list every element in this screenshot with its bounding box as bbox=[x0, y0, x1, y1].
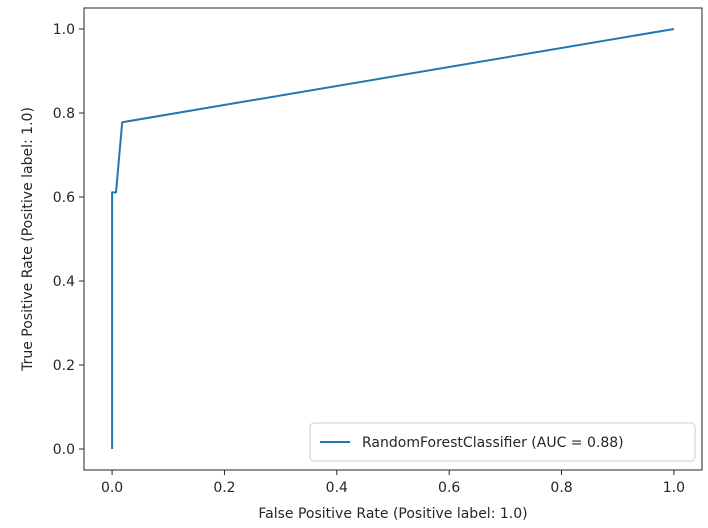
legend-label: RandomForestClassifier (AUC = 0.88) bbox=[362, 435, 624, 451]
y-axis-ticks: 0.0 0.2 0.4 0.6 0.8 1.0 bbox=[53, 22, 84, 458]
plot-background bbox=[84, 8, 702, 470]
x-axis-title: False Positive Rate (Positive label: 1.0… bbox=[258, 506, 527, 522]
y-axis-title: True Positive Rate (Positive label: 1.0) bbox=[20, 107, 36, 372]
x-tick-label: 0.2 bbox=[213, 480, 235, 496]
y-tick-label: 0.4 bbox=[53, 274, 75, 290]
y-tick-label: 0.2 bbox=[53, 358, 75, 374]
legend-box bbox=[309, 422, 696, 462]
y-tick-label: 1.0 bbox=[53, 22, 75, 38]
plot-frame bbox=[83, 7, 703, 471]
y-tick-label: 0.6 bbox=[53, 190, 75, 206]
roc-curve-line bbox=[111, 28, 675, 449]
x-tick-label: 1.0 bbox=[663, 480, 685, 496]
legend: RandomForestClassifier (AUC = 0.88) bbox=[309, 422, 696, 462]
x-tick-label: 0.6 bbox=[438, 480, 460, 496]
y-tick-label: 0.8 bbox=[53, 106, 75, 122]
y-tick-label: 0.0 bbox=[53, 442, 75, 458]
x-tick-label: 0.0 bbox=[101, 480, 123, 496]
series-layer bbox=[111, 28, 675, 449]
x-axis-ticks: 0.0 0.2 0.4 0.6 0.8 1.0 bbox=[101, 470, 685, 496]
x-tick-label: 0.8 bbox=[550, 480, 572, 496]
x-tick-label: 0.4 bbox=[326, 480, 348, 496]
